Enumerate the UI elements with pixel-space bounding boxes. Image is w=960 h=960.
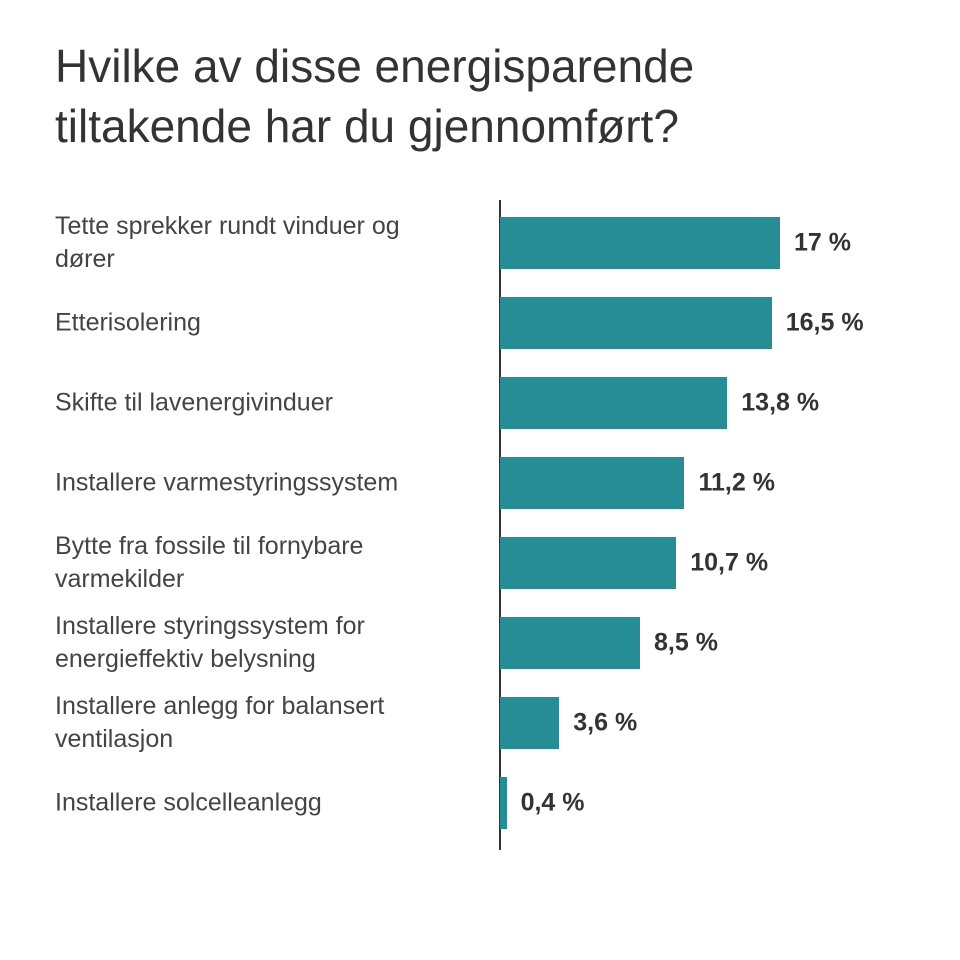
category-label: Etterisolering bbox=[55, 308, 201, 337]
category-label: Skifte til lavenergivinduer bbox=[55, 388, 333, 417]
category-label: Installere anlegg for balansert ventilas… bbox=[55, 692, 385, 753]
bar bbox=[500, 377, 728, 429]
category-label: Bytte fra fossile til fornybare varmekil… bbox=[55, 532, 364, 593]
bar bbox=[500, 697, 560, 749]
axis-line bbox=[499, 200, 501, 850]
chart-title: Hvilke av disse energisparende tiltakend… bbox=[55, 40, 695, 152]
value-label: 13,8 % bbox=[741, 388, 820, 417]
value-label: 17 % bbox=[794, 228, 851, 257]
value-label: 16,5 % bbox=[785, 308, 864, 337]
value-label: 8,5 % bbox=[654, 628, 718, 657]
value-label: 11,2 % bbox=[698, 468, 775, 497]
bar bbox=[500, 537, 677, 589]
bar bbox=[500, 297, 772, 349]
category-label: Installere styringssystem for energieffe… bbox=[55, 612, 365, 673]
bar bbox=[500, 777, 507, 829]
bar bbox=[500, 217, 780, 269]
bar bbox=[500, 617, 640, 669]
category-label: Tette sprekker rundt vinduer og dører bbox=[55, 212, 400, 273]
value-label: 0,4 % bbox=[520, 788, 585, 817]
category-label: Installere varmestyringssystem bbox=[55, 468, 399, 497]
value-label: 10,7 % bbox=[690, 548, 769, 577]
category-label: Installere solcelleanlegg bbox=[55, 788, 322, 817]
bar bbox=[500, 457, 685, 509]
value-label: 3,6 % bbox=[573, 708, 638, 737]
